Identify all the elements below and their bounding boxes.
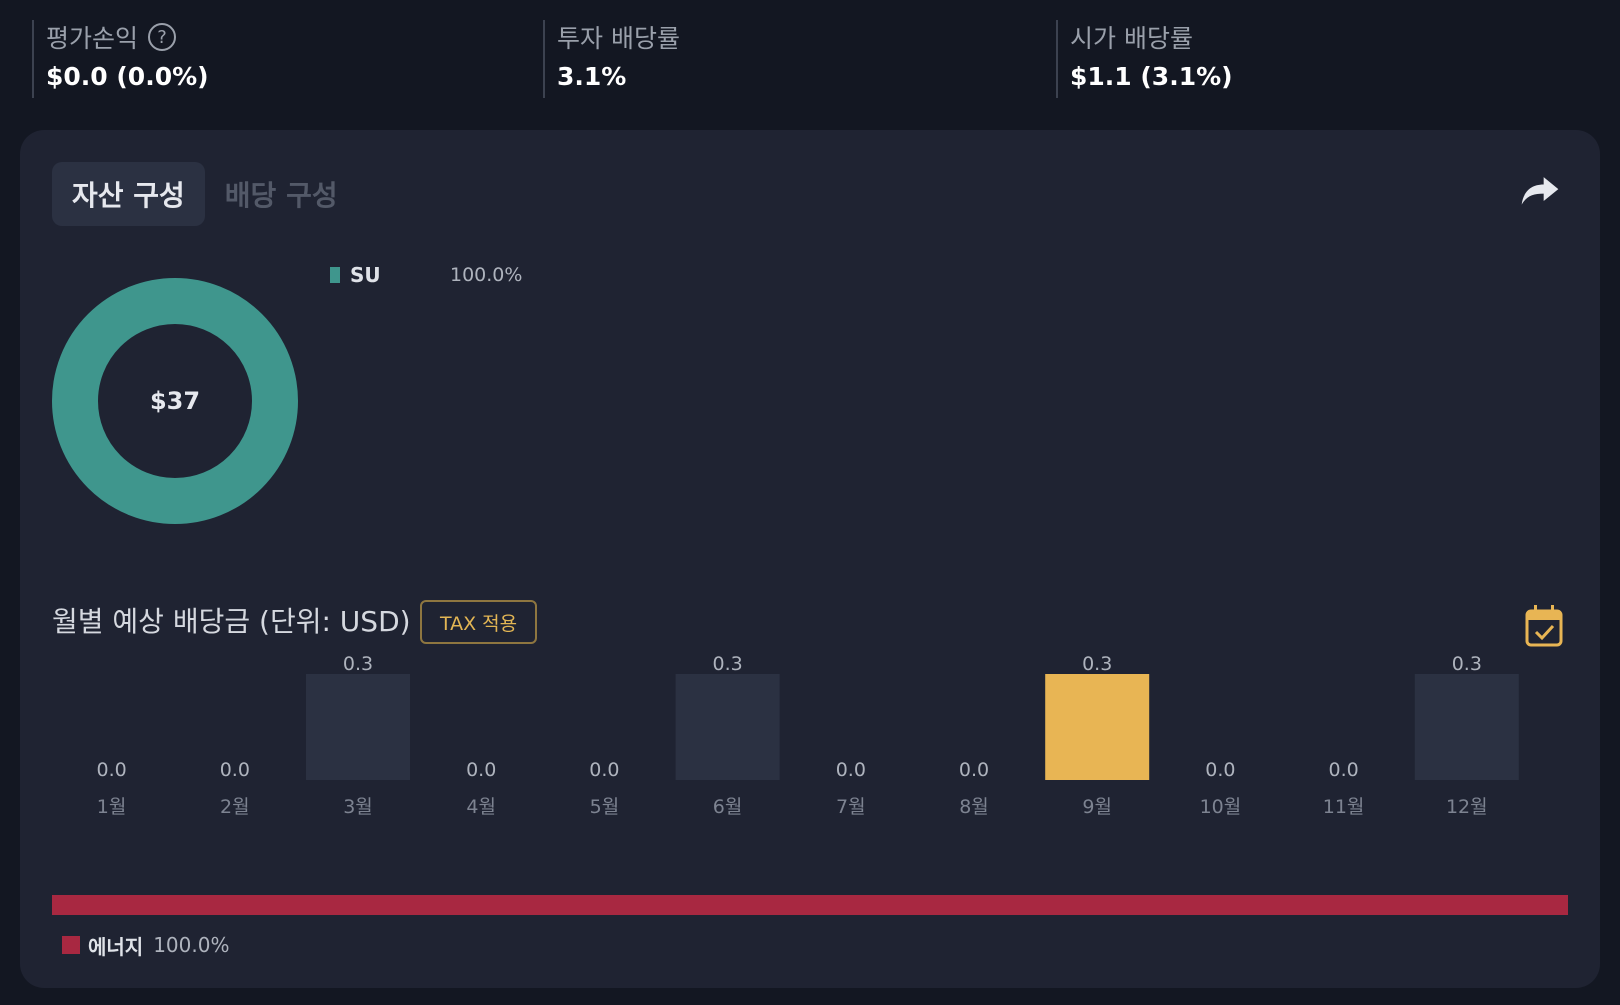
bar-value-label: 0.3 [712, 653, 742, 675]
tab-asset-composition[interactable]: 자산 구성 [52, 162, 205, 226]
month-label: 9월 [1082, 796, 1112, 818]
market-yield-value: $1.1 (3.1%) [1070, 62, 1233, 91]
month-label: 11월 [1323, 796, 1365, 818]
bar-12[interactable] [1414, 674, 1519, 780]
month-label: 4월 [466, 796, 496, 818]
monthly-dividend-title: 월별 예상 배당금 (단위: USD) [52, 605, 411, 638]
legend-ticker: SU [350, 263, 381, 287]
bar-6[interactable] [675, 674, 780, 780]
share-arrow-icon[interactable] [1518, 168, 1562, 212]
bar-9[interactable] [1045, 674, 1150, 780]
month-label: 5월 [590, 796, 620, 818]
month-label: 7월 [836, 796, 866, 818]
sector-legend-energy: 에너지 100.0% [62, 930, 229, 960]
month-label: 1월 [97, 796, 127, 818]
tax-apply-button[interactable]: TAX 적용 [420, 600, 538, 644]
calendar-check-icon[interactable] [1524, 604, 1564, 648]
sector-name: 에너지 [88, 934, 144, 959]
month-label: 8월 [959, 796, 989, 818]
legend-percent: 100.0% [450, 264, 523, 286]
bar-value-label: 0.0 [466, 759, 496, 781]
bar-value-label: 0.0 [589, 759, 619, 781]
unrealized-gain-label: 평가손익 [46, 24, 139, 53]
portfolio-card: 자산 구성 배당 구성 $37 SU 100.0% 월별 예상 배당금 (단위:… [20, 130, 1600, 988]
bar-value-label: 0.0 [96, 759, 126, 781]
unrealized-gain-stat: 평가손익 ? $0.0 (0.0%) [32, 20, 209, 98]
sector-bar-energy[interactable] [52, 895, 1568, 915]
yield-on-cost-label: 투자 배당률 [557, 24, 680, 53]
bar-value-label: 0.0 [836, 759, 866, 781]
question-circle-icon[interactable]: ? [148, 23, 177, 51]
bar-value-label: 0.0 [959, 759, 989, 781]
tab-dividend-composition[interactable]: 배당 구성 [224, 179, 338, 212]
month-label: 3월 [343, 796, 373, 818]
bar-value-label: 0.3 [343, 653, 373, 675]
donut-slice-su[interactable] [52, 278, 298, 524]
unrealized-gain-value: $0.0 (0.0%) [46, 62, 209, 91]
bar-value-label: 0.3 [1082, 653, 1112, 675]
monthly-dividend-bar-chart: 0.0 1월 0.0 2월 0.3 3월 0.0 4월 0.0 5월 0.3 6월 0.0 7월 0.0 8월… [96, 653, 1519, 818]
bar-value-label: 0.3 [1452, 653, 1482, 675]
month-label: 10월 [1200, 796, 1242, 818]
summary-stats: 평가손익 ? $0.0 (0.0%) 투자 배당률 3.1% 시가 배당률 $1… [0, 0, 1620, 130]
yield-on-cost-stat: 투자 배당률 3.1% [543, 20, 680, 98]
market-yield-label: 시가 배당률 [1070, 24, 1193, 53]
asset-donut-chart [52, 278, 298, 524]
composition-tabs: 자산 구성 배당 구성 [52, 162, 358, 226]
sector-percent: 100.0% [153, 933, 230, 957]
holding-legend-su: SU 100.0% [330, 260, 522, 290]
bar-value-label: 0.0 [1205, 759, 1235, 781]
bar-value-label: 0.0 [220, 759, 250, 781]
yield-on-cost-value: 3.1% [557, 62, 627, 91]
donut-total-value: $37 [149, 387, 201, 415]
month-label: 2월 [220, 796, 250, 818]
bar-value-label: 0.0 [1328, 759, 1358, 781]
legend-swatch [330, 267, 340, 283]
market-yield-stat: 시가 배당률 $1.1 (3.1%) [1056, 20, 1233, 98]
bar-3[interactable] [306, 674, 410, 780]
month-label: 6월 [713, 796, 743, 818]
sector-swatch [62, 936, 80, 954]
month-label: 12월 [1446, 796, 1488, 818]
